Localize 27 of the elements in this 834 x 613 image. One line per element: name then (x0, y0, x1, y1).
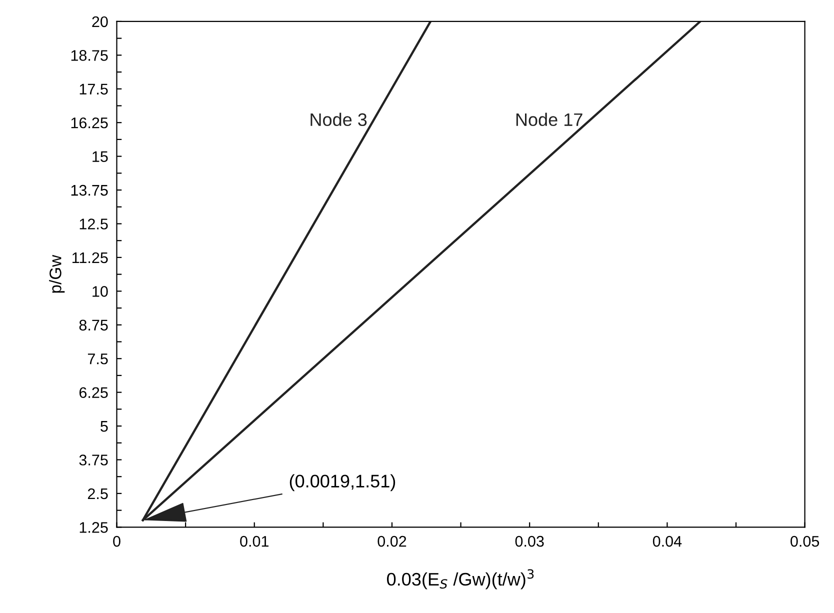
x-tick-label: 0.01 (240, 536, 268, 547)
y-tick-label: 15 (92, 151, 108, 162)
x-tick-label: 0.04 (652, 536, 682, 547)
y-tick-label: 2.5 (88, 488, 108, 500)
series-label: Node 3 (310, 112, 367, 126)
x-tick-label: 0.02 (378, 536, 406, 547)
y-tick-label: 3.75 (79, 454, 108, 466)
y-tick-label: 13.75 (71, 184, 108, 196)
x-tick-label: 0.03 (515, 536, 544, 547)
y-tick-label: 17.5 (80, 84, 108, 95)
y-tick-label: 11.25 (72, 252, 108, 264)
y-tick-label: 18.75 (71, 50, 108, 61)
y-tick-label: 20 (92, 16, 108, 28)
y-axis-title: p/Gw (49, 254, 65, 293)
x-tick-label: 0.05 (790, 536, 820, 547)
y-tick-label: 8.75 (79, 320, 108, 331)
y-tick-label: 1.25 (80, 522, 108, 533)
y-tick-label: 10 (92, 286, 108, 297)
y-tick-label: 12.5 (80, 218, 108, 230)
y-tick-label: 7.5 (88, 354, 108, 364)
annotation: (0.0019,1.51) (290, 474, 396, 492)
series-label: Node 17 (516, 112, 582, 126)
y-tick-label: 16.25 (71, 117, 108, 128)
x-tick-label: 0 (113, 536, 120, 547)
y-tick-label: 6.25 (79, 387, 108, 398)
x-axis-title: 0.03(E$_{S}$ /Gw)(t/w)$^{3}$ (387, 569, 534, 590)
y-tick-label: 5 (100, 421, 108, 432)
